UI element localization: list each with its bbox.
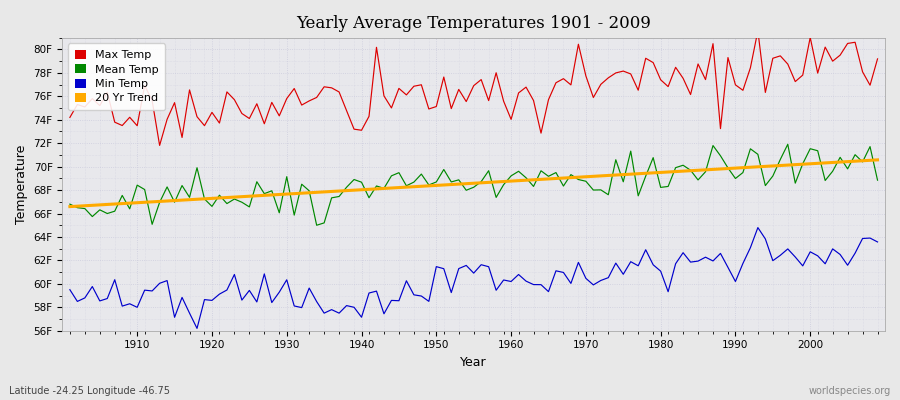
- X-axis label: Year: Year: [461, 356, 487, 369]
- Y-axis label: Temperature: Temperature: [15, 144, 28, 224]
- Text: Latitude -24.25 Longitude -46.75: Latitude -24.25 Longitude -46.75: [9, 386, 170, 396]
- Legend: Max Temp, Mean Temp, Min Temp, 20 Yr Trend: Max Temp, Mean Temp, Min Temp, 20 Yr Tre…: [68, 43, 165, 110]
- Text: worldspecies.org: worldspecies.org: [809, 386, 891, 396]
- Title: Yearly Average Temperatures 1901 - 2009: Yearly Average Temperatures 1901 - 2009: [296, 15, 651, 32]
